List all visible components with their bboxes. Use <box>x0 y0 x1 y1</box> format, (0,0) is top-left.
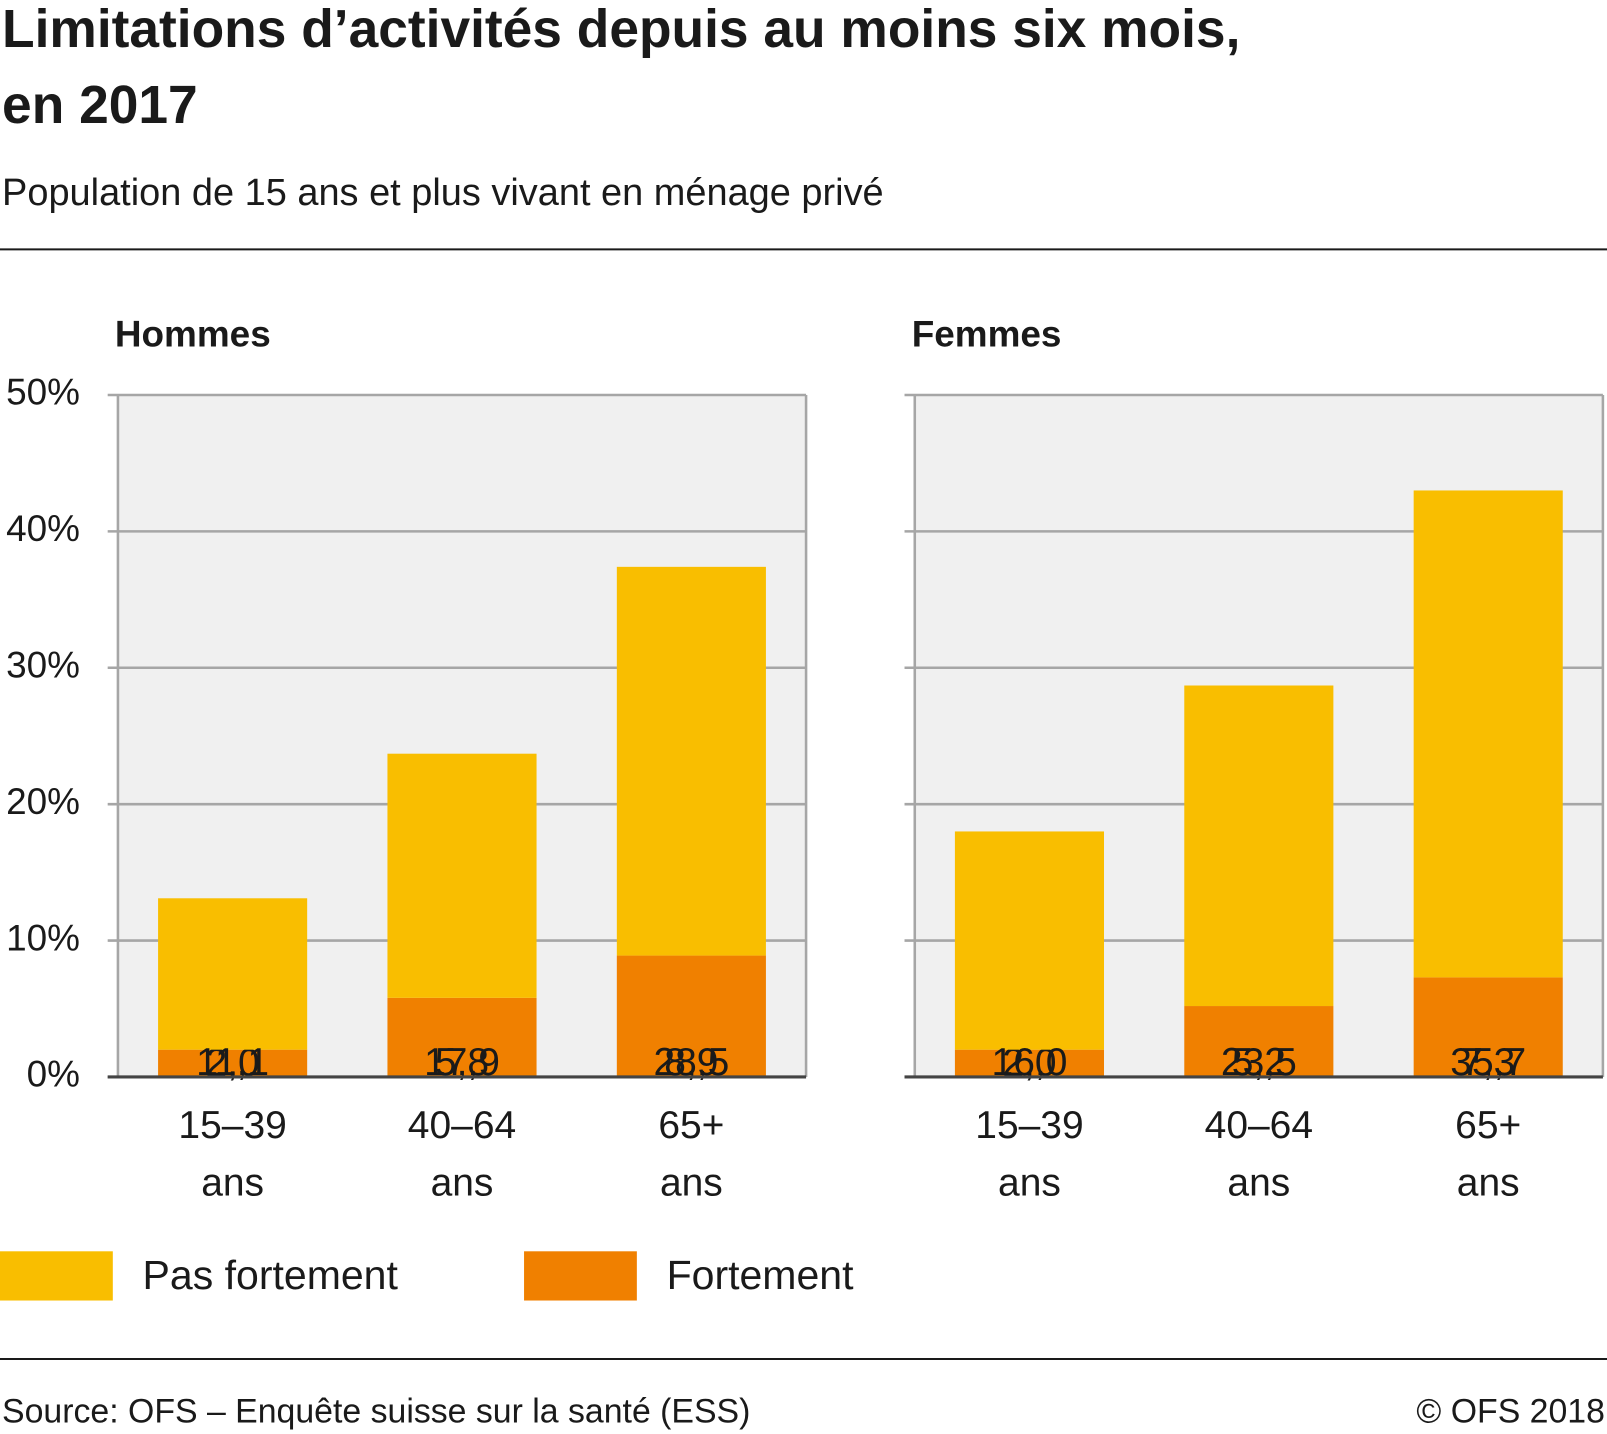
legend-label: Fortement <box>667 1252 855 1298</box>
y-tick-label: 0% <box>27 1054 80 1095</box>
x-tick-label: 15–39 ans <box>178 1105 286 1205</box>
y-tick-label: 40% <box>6 508 80 549</box>
panel-title: Hommes <box>115 313 271 354</box>
source: Source: OFS – Enquête suisse sur la sant… <box>2 1392 750 1430</box>
bar <box>1413 977 1563 1077</box>
bar <box>158 1049 308 1077</box>
x-tick-label: 40–64 ans <box>408 1105 516 1205</box>
x-tick-label: 65+ ans <box>1455 1105 1521 1205</box>
x-tick-label: 15–39 ans <box>975 1105 1083 1205</box>
bar <box>1413 490 1563 978</box>
bar <box>954 831 1105 1050</box>
y-tick-label: 50% <box>6 372 80 413</box>
y-tick-label: 30% <box>6 645 80 686</box>
x-tick-label: 40–64 ans <box>1205 1105 1313 1205</box>
bar <box>158 898 308 1050</box>
bar <box>1184 685 1334 1007</box>
chart-subtitle: Population de 15 ans et plus vivant en m… <box>2 172 884 214</box>
panel-title: Femmes <box>912 313 1062 354</box>
y-tick-label: 20% <box>6 781 80 822</box>
bar <box>387 997 537 1077</box>
bar <box>616 566 766 956</box>
bar <box>954 1049 1105 1077</box>
y-tick-label: 10% <box>6 917 80 958</box>
chart-title: Limitations d’activités depuis au moins … <box>2 0 1240 135</box>
bar <box>387 753 537 998</box>
copyright: © OFS 2018 <box>1416 1392 1605 1430</box>
legend-label: Pas fortement <box>143 1252 399 1298</box>
bar <box>1184 1006 1334 1077</box>
legend-swatch <box>524 1251 637 1301</box>
x-tick-label: 65+ ans <box>658 1105 724 1205</box>
legend-swatch <box>0 1251 113 1301</box>
bar <box>616 955 766 1077</box>
